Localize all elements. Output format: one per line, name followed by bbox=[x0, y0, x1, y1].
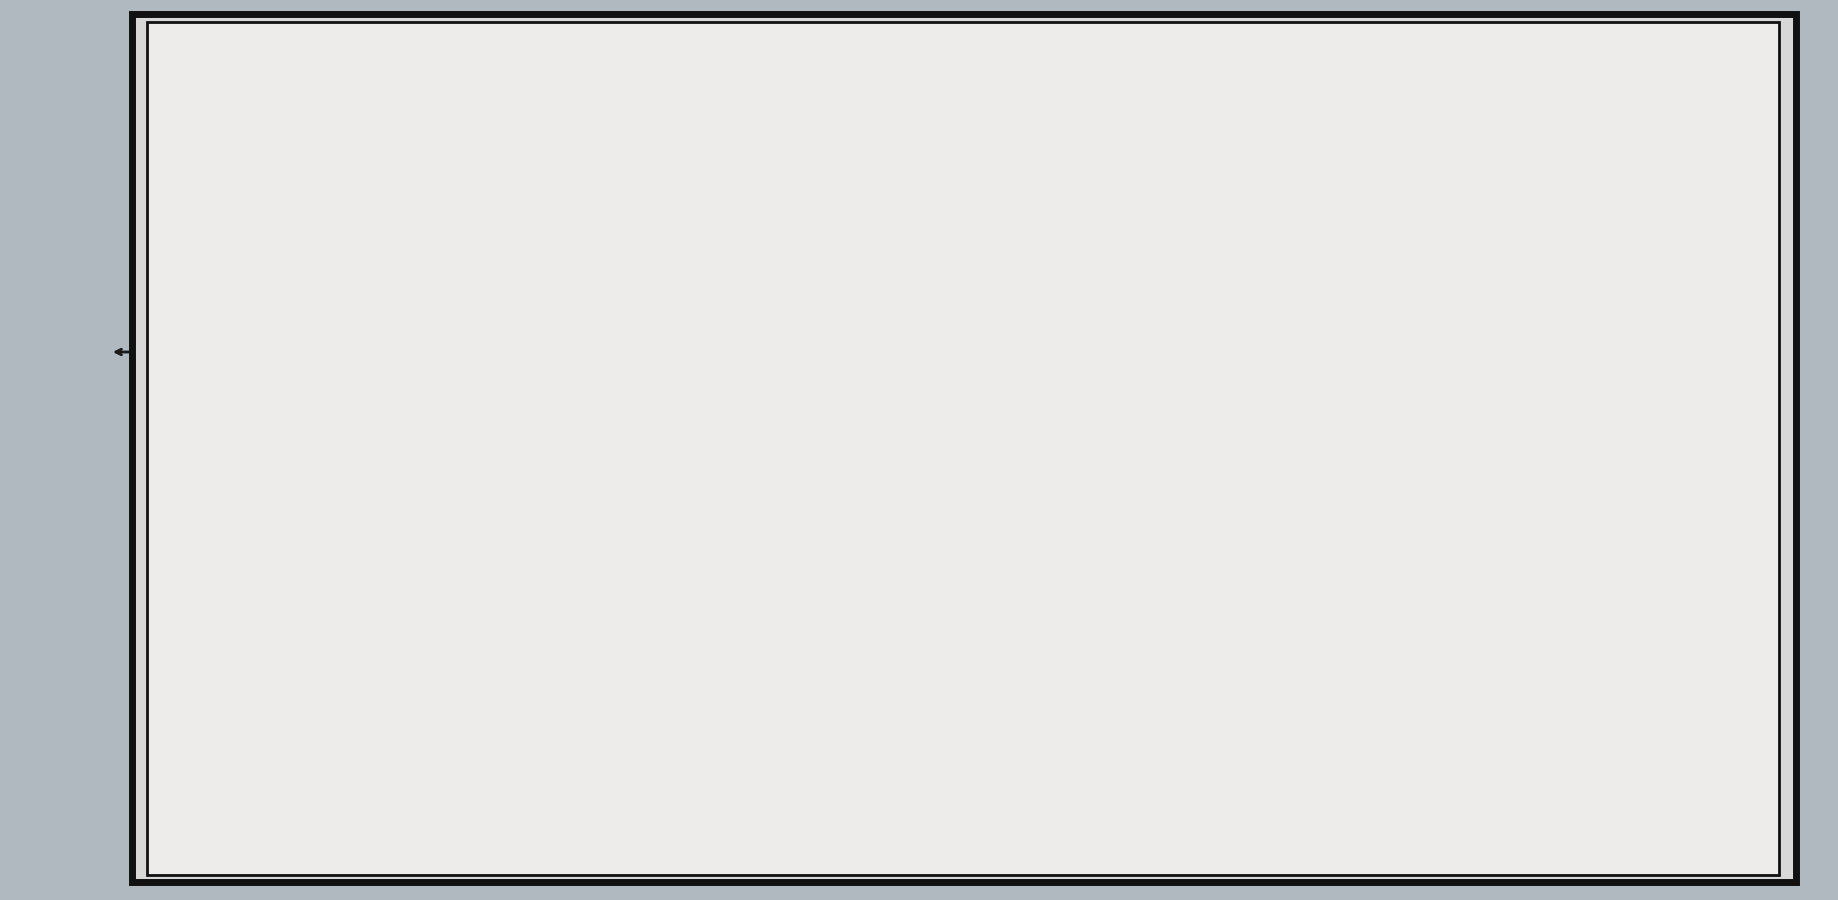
Text: 1): 1) bbox=[149, 187, 180, 217]
Text: Type of angle pair: Type of angle pair bbox=[421, 778, 643, 802]
Text: Equation: Equation bbox=[460, 288, 572, 312]
Text: 2): 2) bbox=[149, 776, 180, 805]
Text: for x, and plug in x to find the missing angle measurements: for x, and plug in x to find the missing… bbox=[465, 122, 1134, 142]
Text: These angles are: These angles are bbox=[460, 238, 675, 262]
Text: Angle Measurements=: Angle Measurements= bbox=[460, 388, 744, 412]
Text: 3x°: 3x° bbox=[248, 266, 290, 290]
Text: 6x°: 6x° bbox=[243, 330, 285, 354]
Text: 9x=180: 9x=180 bbox=[1145, 220, 1222, 239]
Text: Supplementry: Supplementry bbox=[720, 238, 886, 262]
Text: Alternate Exterio: Alternate Exterio bbox=[741, 778, 941, 802]
Text: For each set of angles name the angle pair, write the equation, solve the equati: For each set of angles name the angle pa… bbox=[540, 84, 1459, 104]
Text: Angle Pairs Created by Parallel Lines Cut by a Transversal: Angle Pairs Created by Parallel Lines Cu… bbox=[500, 31, 1500, 65]
Text: Show yo: Show yo bbox=[1448, 765, 1542, 785]
Text: 6x+3x=180: 6x+3x=180 bbox=[1145, 187, 1263, 206]
Text: Show your work: Show your work bbox=[1145, 152, 1312, 172]
Text: Consecutive Interi: Consecutive Interi bbox=[759, 188, 974, 212]
Text: Type of angle pair: Type of angle pair bbox=[460, 188, 684, 212]
Text: x=: x= bbox=[460, 338, 496, 362]
Text: 6x+3x = 180: 6x+3x = 180 bbox=[610, 288, 768, 312]
